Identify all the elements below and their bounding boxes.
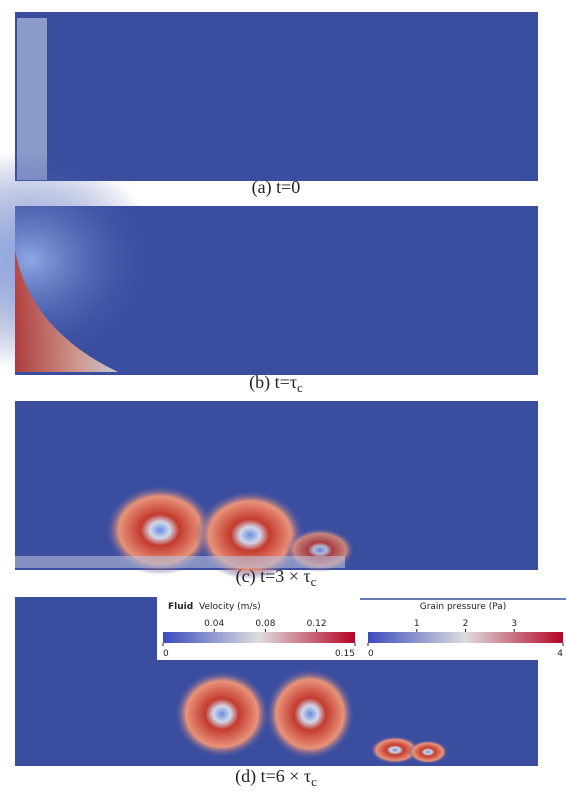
deposit — [15, 556, 345, 568]
caption: (d) t=6 × τc — [235, 766, 317, 789]
tick-label: 3 — [511, 619, 517, 629]
tick-label: 0.04 — [204, 619, 224, 629]
vortex — [408, 740, 448, 764]
caption-text: (c) t=3 × τ — [236, 566, 311, 587]
caption-sub: c — [311, 774, 317, 789]
colorbar — [163, 632, 355, 643]
tick-label: 0.12 — [307, 619, 327, 629]
caption-text: (b) t=τ — [249, 372, 297, 393]
caption-sub: c — [297, 380, 303, 395]
vortex — [265, 668, 355, 760]
caption-sub: c — [311, 574, 317, 589]
end-label: 4 — [557, 649, 563, 659]
tick-label: 2 — [463, 619, 469, 629]
end-label: 0.15 — [335, 649, 355, 659]
caption-text: (d) t=6 × τ — [235, 766, 311, 787]
colorbar-title: Grain pressure (Pa) — [420, 602, 507, 612]
vortex — [105, 485, 215, 575]
colorbar-title-bold: Fluid — [168, 602, 193, 612]
colorbar-title: Velocity (m/s) — [199, 602, 261, 612]
collapsing-column — [15, 250, 118, 372]
caption: (b) t=τc — [249, 372, 303, 395]
tick-label: 0.08 — [255, 619, 275, 629]
end-label: 0 — [368, 649, 374, 659]
caption: (a) t=0 — [252, 177, 301, 198]
panel-a — [15, 12, 538, 181]
vortex — [174, 670, 270, 758]
tick-label: 1 — [414, 619, 420, 629]
caption: (c) t=3 × τc — [236, 566, 317, 589]
vortex — [370, 736, 420, 764]
legend-box — [157, 597, 566, 660]
end-label: 0 — [163, 649, 169, 659]
colorbar — [368, 632, 563, 643]
